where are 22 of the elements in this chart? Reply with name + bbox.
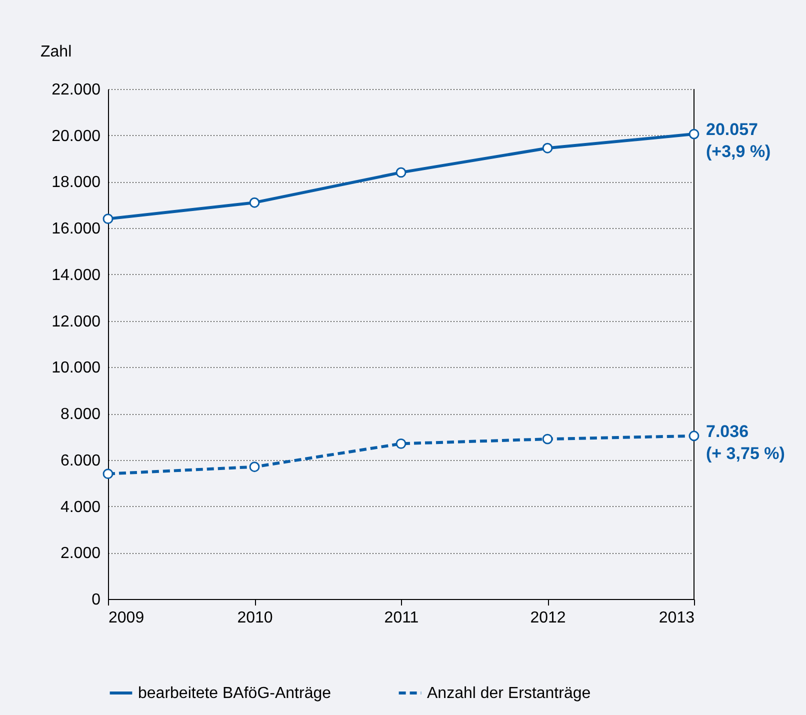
annotation: 20.057 (+3,9 %) [706,120,771,162]
y-tick-label: 10.000 [52,360,101,377]
y-tick-label: 18.000 [52,174,101,192]
y-tick-label: 8.000 [60,406,101,424]
y-axis-title: Zahl [40,44,72,60]
annotation: 7.036 (+ 3,75 %) [706,422,785,463]
y-tick-label: 20.000 [52,128,101,145]
y-tick-label: 2.000 [60,545,101,562]
x-tick-label: 2013 [658,610,695,626]
y-tick-label: 4.000 [60,498,101,516]
x-tick-label: 2012 [530,610,566,626]
y-tick-label: 16.000 [52,220,101,238]
x-tick-label: 2010 [237,610,273,626]
y-tick-label: 0 [92,592,101,608]
x-tick-label: 2011 [384,610,419,626]
legend-label: bearbeitete BAföG-Anträge [138,685,332,702]
y-tick-label: 12.000 [52,313,101,330]
legend-label: Anzahl der Erstanträge [427,685,591,702]
x-tick-label: 2009 [108,610,144,626]
y-tick-label: 14.000 [52,266,101,284]
y-tick-label: 22.000 [52,82,101,98]
y-tick-label: 6.000 [60,452,101,470]
